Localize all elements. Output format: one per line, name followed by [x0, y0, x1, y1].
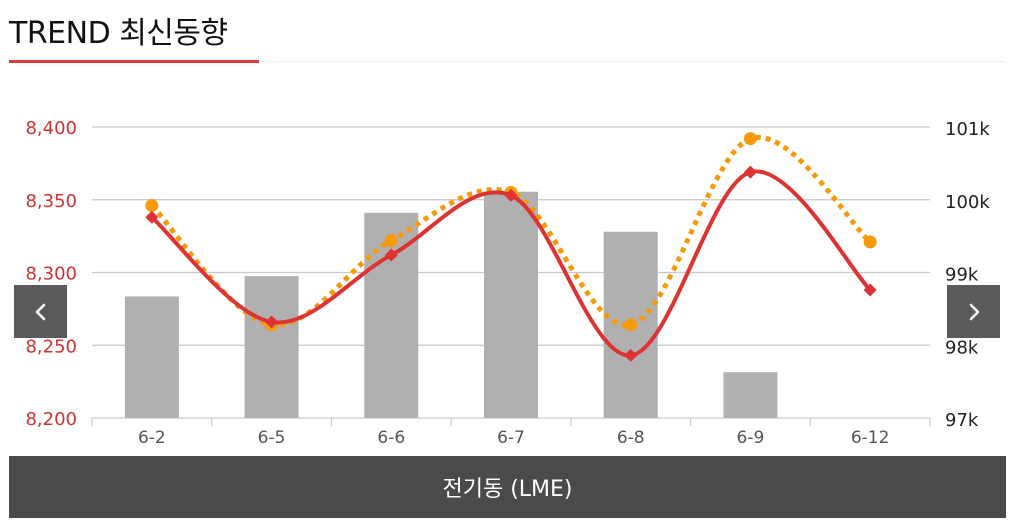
right-tick-label: 99k	[945, 265, 979, 286]
solid-series-point	[863, 283, 877, 297]
left-tick-label: 8,300	[25, 264, 77, 285]
solid-series-point	[145, 210, 159, 224]
line-series	[145, 132, 877, 362]
x-tick-label: 6-7	[497, 428, 525, 448]
right-tick-label: 100k	[945, 192, 990, 213]
solid-series-point	[265, 315, 279, 329]
left-tick-label: 8,350	[25, 191, 77, 212]
left-tick-label: 8,250	[25, 336, 77, 357]
dotted-series-point	[384, 233, 398, 247]
dotted-series-point	[863, 235, 877, 249]
footer-bar: 전기동 (LME)	[9, 456, 1006, 518]
chevron-left-icon	[35, 303, 45, 320]
solid-series-point	[384, 248, 398, 262]
title-divider	[259, 61, 1005, 62]
x-tick-label: 6-5	[258, 428, 286, 448]
dotted-series-point	[743, 132, 757, 146]
x-tick-label: 6-12	[851, 428, 890, 448]
footer-label: 전기동 (LME)	[442, 477, 573, 502]
bar	[124, 296, 179, 418]
x-tick-label: 6-6	[377, 428, 405, 448]
bar	[244, 276, 299, 418]
right-axis: 97k 98k 99k 100k 101k	[945, 119, 990, 431]
left-tick-label: 8,400	[25, 118, 77, 139]
x-axis: 6-2 6-5 6-6 6-7 6-8 6-9 6-12	[91, 418, 931, 448]
right-tick-label: 98k	[945, 337, 979, 358]
left-axis: 8,200 8,250 8,300 8,350 8,400	[25, 118, 77, 430]
x-tick-label: 6-8	[617, 428, 645, 448]
dotted-series-point	[145, 199, 159, 213]
next-button[interactable]	[947, 285, 1000, 338]
bar-series	[124, 191, 778, 418]
bar	[364, 212, 419, 418]
prev-button[interactable]	[14, 285, 67, 338]
right-tick-label: 101k	[945, 119, 990, 140]
x-tick-label: 6-2	[138, 428, 166, 448]
page-title: TREND 최신동향	[9, 16, 228, 51]
chevron-right-icon	[969, 303, 979, 320]
left-tick-label: 8,200	[25, 409, 77, 430]
bar	[484, 191, 538, 418]
solid-series-point	[504, 188, 518, 202]
dotted-series-point	[624, 318, 638, 332]
title-underline	[9, 60, 259, 63]
x-tick-label: 6-9	[737, 428, 765, 448]
right-tick-label: 97k	[945, 410, 979, 431]
bar	[723, 372, 778, 418]
solid-series-point	[624, 348, 638, 362]
solid-series-point	[743, 165, 757, 179]
